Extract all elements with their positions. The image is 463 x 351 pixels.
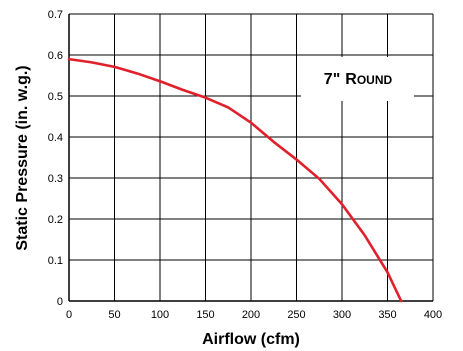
- y-tick-label: 0.3: [48, 173, 63, 185]
- y-tick-label: 0: [57, 296, 63, 308]
- annotation-box: [301, 57, 414, 101]
- x-tick-label: 250: [287, 309, 305, 321]
- x-tick-label: 400: [424, 309, 442, 321]
- series-line: [67, 57, 403, 303]
- y-axis-title: Static Pressure (in. w.g.): [14, 65, 31, 250]
- x-tick-label: 50: [108, 309, 120, 321]
- x-tick-label: 200: [242, 309, 260, 321]
- y-tick-label: 0.2: [48, 214, 63, 226]
- x-tick-labels: 0 50 100 150 200 250 300 350 400: [66, 309, 442, 321]
- y-tick-label: 0.1: [48, 255, 63, 267]
- y-tick-label: 0.7: [48, 9, 63, 21]
- y-tick-label: 0.6: [48, 50, 63, 62]
- y-tick-label: 0.4: [48, 132, 63, 144]
- x-tick-label: 150: [196, 309, 214, 321]
- y-tick-labels: 0 0.1 0.2 0.3 0.4 0.5 0.6 0.7: [48, 9, 63, 308]
- x-tick-label: 300: [333, 309, 351, 321]
- annotation-label: 7" ROUND: [324, 71, 393, 88]
- x-tick-label: 350: [378, 309, 396, 321]
- x-tick-label: 100: [151, 309, 169, 321]
- y-tick-label: 0.5: [48, 91, 63, 103]
- x-tick-label: 0: [66, 309, 72, 321]
- x-axis-title: Airflow (cfm): [202, 331, 300, 348]
